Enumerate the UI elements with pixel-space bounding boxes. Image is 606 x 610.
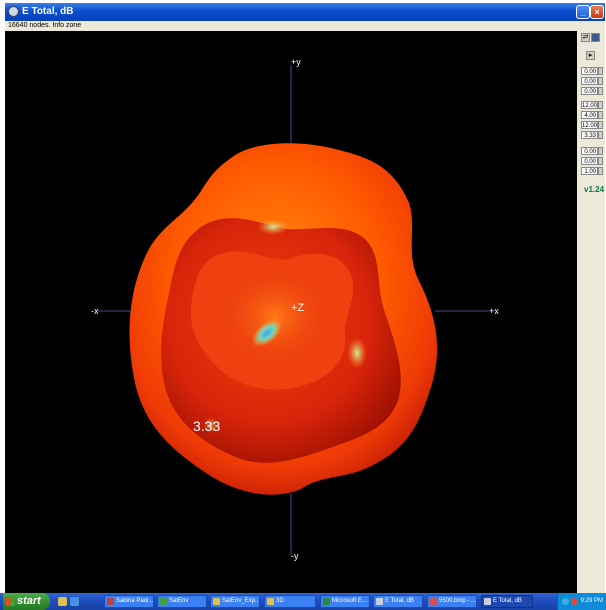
taskbar-button-7[interactable]: 5500.bmp - ... <box>427 595 477 608</box>
windows-flag-icon <box>6 597 15 606</box>
taskbar-button-label: Microsoft E... <box>332 598 368 604</box>
taskbar-button-label: SatEnv <box>169 598 189 604</box>
side-field-9[interactable]: 0.00 <box>581 157 598 165</box>
side-field-spinner-8[interactable] <box>598 147 603 155</box>
plot-viewport[interactable]: +y -y -x +x +Z 3.33 <box>5 31 577 593</box>
start-label: start <box>17 595 41 607</box>
axis-label-neg-y: -y <box>291 551 299 561</box>
quicklaunch-browser-icon[interactable] <box>70 597 79 606</box>
taskbar-app-icon <box>107 598 114 605</box>
clock: 9:29 PM <box>580 598 603 604</box>
tray-network-icon[interactable] <box>562 598 569 605</box>
taskbar-button-2[interactable]: SatEnv <box>157 595 207 608</box>
tray-security-icon[interactable] <box>571 598 578 605</box>
side-field-spinner-4[interactable] <box>598 101 603 109</box>
axis-label-pos-y: +y <box>291 57 301 67</box>
side-field-spinner-5[interactable] <box>598 111 603 119</box>
palette-icon[interactable] <box>591 33 600 42</box>
status-text: 16640 nodes. Info zone <box>8 22 82 29</box>
pattern-value-label: 3.33 <box>193 418 220 434</box>
app-icon <box>8 6 19 17</box>
side-field-10[interactable]: 1.00 <box>581 167 598 175</box>
side-field-2[interactable]: 0.00 <box>581 77 598 85</box>
taskbar-app-icon <box>376 598 383 605</box>
taskbar-app-icon <box>430 598 437 605</box>
pattern-center-glow <box>213 261 337 373</box>
status-bar: 16640 nodes. Info zone <box>5 21 605 31</box>
taskbar-app-icon <box>267 598 274 605</box>
side-field-spinner-2[interactable] <box>598 77 603 85</box>
app-window: E Total, dB _ × 16640 nodes. Info zone <box>5 3 605 593</box>
side-field-5[interactable]: 4.00 <box>581 111 598 119</box>
taskbar-app-icon <box>323 598 330 605</box>
axis-label-pos-z: +Z <box>291 302 304 314</box>
title-bar[interactable]: E Total, dB _ × <box>5 3 605 21</box>
taskbar-button-label: SatEnv_Exp... <box>222 598 260 604</box>
side-panel: ⇄ ▸ 0.00 0.00 0.00 12.00 4.00 12.00 3.33 0.00 0.… <box>577 31 605 593</box>
side-field-1[interactable]: 0.00 <box>581 67 598 75</box>
close-button[interactable]: × <box>590 5 604 19</box>
side-field-3[interactable]: 0.00 <box>581 87 598 95</box>
taskbar-button-label: 5500.bmp - ... <box>439 598 477 604</box>
axis-label-neg-x: -x <box>91 306 99 316</box>
version-label: v1.24 <box>584 185 605 194</box>
taskbar-button-3[interactable]: SatEnv_Exp... <box>210 595 260 608</box>
quicklaunch-desktop-icon[interactable] <box>58 597 67 606</box>
side-field-spinner-3[interactable] <box>598 87 603 95</box>
pattern-null-top <box>257 219 289 235</box>
pattern-null-center <box>251 319 283 347</box>
side-field-spinner-10[interactable] <box>598 167 603 175</box>
side-field-spinner-9[interactable] <box>598 157 603 165</box>
side-field-spinner-7[interactable] <box>598 131 603 139</box>
system-tray: 9:29 PM <box>557 593 606 610</box>
taskbar-button-label: Sabina Paoi... <box>116 598 154 604</box>
taskbar-app-icon <box>160 598 167 605</box>
minimize-button[interactable]: _ <box>576 5 590 19</box>
taskbar-app-icon <box>213 598 220 605</box>
axis-label-pos-x: +x <box>489 306 499 316</box>
taskbar-button-6[interactable]: E Total, dB <box>373 595 423 608</box>
taskbar-button-label: 3D <box>276 598 284 604</box>
pattern-null-left <box>203 417 219 433</box>
pattern-null-right <box>347 337 367 369</box>
radiation-pattern-plot: +y -y -x +x +Z 3.33 <box>91 57 499 561</box>
taskbar-button-5[interactable]: Microsoft E... <box>320 595 370 608</box>
taskbar-button-8[interactable]: E Total, dB <box>481 595 533 608</box>
taskbar: start Sabina Paoi... SatEnv SatEnv_Exp... 3… <box>0 593 606 610</box>
taskbar-button-label: E Total, dB <box>385 598 414 604</box>
taskbar-button-label: E Total, dB <box>493 598 522 604</box>
side-field-6[interactable]: 12.00 <box>581 121 598 129</box>
side-field-7[interactable]: 3.33 <box>581 131 598 139</box>
play-icon[interactable]: ▸ <box>586 51 595 60</box>
taskbar-app-icon <box>484 598 491 605</box>
side-field-spinner-6[interactable] <box>598 121 603 129</box>
window-title: E Total, dB <box>22 6 74 17</box>
side-field-8[interactable]: 0.00 <box>581 147 598 155</box>
rotate-icon[interactable]: ⇄ <box>581 33 590 42</box>
side-field-4[interactable]: 12.00 <box>581 101 598 109</box>
start-button[interactable]: start <box>3 593 50 610</box>
taskbar-button-1[interactable]: Sabina Paoi... <box>104 595 154 608</box>
taskbar-button-4[interactable]: 3D <box>264 595 316 608</box>
side-field-spinner-1[interactable] <box>598 67 603 75</box>
